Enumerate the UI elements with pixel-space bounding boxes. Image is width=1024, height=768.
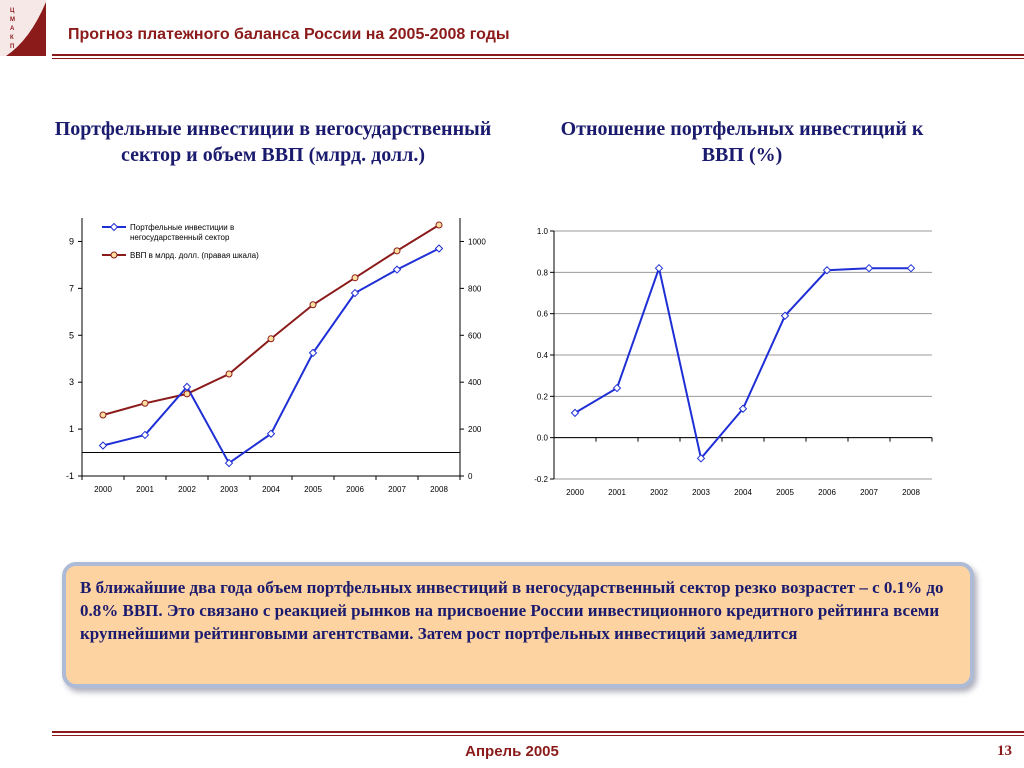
portfolio-gdp-chart: -1 1 3 5 7 9 0 200 400 600 800 1000 2000 2001 2002 2003… xyxy=(66,218,486,494)
x-tick-label: 2001 xyxy=(608,488,626,497)
y-left-tick-label: 9 xyxy=(69,236,74,246)
y-tick-label: 1.0 xyxy=(537,227,549,236)
x-tick-label: 2007 xyxy=(860,488,878,497)
portfolio-point xyxy=(308,348,318,358)
logo-letter: П xyxy=(10,44,14,50)
y-tick-label: 0.8 xyxy=(537,268,549,277)
y-tick-label: 0.4 xyxy=(537,351,549,360)
ratio-point xyxy=(654,263,664,273)
gdp-point xyxy=(99,411,107,419)
portfolio-point xyxy=(266,429,276,438)
series-ratio-line xyxy=(574,264,911,461)
y-left-tick-label: 1 xyxy=(69,424,74,434)
x-tick-label: 2004 xyxy=(734,488,752,497)
x-tick-label: 2008 xyxy=(902,488,920,497)
gdp-point xyxy=(183,390,191,398)
logo-letter: М xyxy=(10,17,15,23)
y-tick-label: -0.2 xyxy=(534,475,548,484)
ratio-point xyxy=(822,266,832,275)
portfolio-point xyxy=(140,430,150,440)
x-tick-label: 2007 xyxy=(388,485,406,494)
right-chart-heading: Отношение портфельных инвестиций к ВВП (… xyxy=(560,118,924,166)
footer-rule xyxy=(52,731,1024,733)
x-tick-label: 2005 xyxy=(304,485,322,494)
gdp-point xyxy=(225,370,233,378)
logo-letter: Ц xyxy=(10,8,15,14)
ratio-point xyxy=(696,454,706,463)
ratio-point xyxy=(612,383,622,393)
portfolio-ratio-chart: -0.2 0.0 0.2 0.4 0.6 0.8 1.0 2000 2001 2002 2003 20… xyxy=(534,227,933,497)
x-tick-label: 2008 xyxy=(430,485,448,494)
ratio-point xyxy=(570,408,580,418)
y-right-tick-label: 200 xyxy=(468,425,482,434)
gdp-point xyxy=(393,247,401,255)
y-left-tick-label: 5 xyxy=(69,330,74,340)
note-text: В ближайшие два года объем портфельных и… xyxy=(80,578,944,643)
page-number: 13 xyxy=(997,743,1012,759)
y-tick-label: 0.2 xyxy=(537,392,549,401)
ratio-point xyxy=(864,263,874,273)
x-tick-label: 2006 xyxy=(346,485,364,494)
x-tick-label: 2000 xyxy=(94,485,112,494)
legend-portfolio-line: негосударственный сектор xyxy=(130,233,230,242)
ratio-point xyxy=(738,404,748,413)
legend-gdp-marker xyxy=(110,251,118,259)
note-box: В ближайшие два года объем портфельных и… xyxy=(62,562,974,688)
x-tick-label: 2002 xyxy=(650,488,668,497)
x-tick-label: 2006 xyxy=(818,488,836,497)
legend-portfolio-label: Портфельные инвестиции в негосударственны… xyxy=(130,223,234,242)
gdp-point xyxy=(435,221,443,229)
y-right-tick-label: 600 xyxy=(468,331,482,340)
header-rule xyxy=(52,54,1024,56)
gdp-point xyxy=(141,399,149,407)
y-right-tick-label: 0 xyxy=(468,472,473,481)
portfolio-point xyxy=(392,265,402,274)
y-right-tick-label: 400 xyxy=(468,378,482,387)
legend-portfolio-marker xyxy=(109,222,119,232)
ratio-point xyxy=(906,263,916,273)
y-tick-label: 0.0 xyxy=(537,434,549,443)
x-tick-label: 2003 xyxy=(692,488,710,497)
portfolio-point xyxy=(224,458,234,468)
portfolio-point xyxy=(434,244,444,253)
legend-portfolio-line: Портфельные инвестиции в xyxy=(130,223,234,232)
portfolio-point xyxy=(98,441,108,450)
logo-letter: А xyxy=(10,26,15,32)
y-left-tick-label: -1 xyxy=(66,471,74,481)
header-rule-thin xyxy=(52,58,1024,59)
footer-rule-thin xyxy=(52,735,1024,736)
portfolio-point xyxy=(350,288,360,298)
y-right-tick-label: 800 xyxy=(468,284,482,293)
gdp-point xyxy=(267,335,275,343)
y-tick-label: 0.6 xyxy=(537,310,549,319)
x-tick-label: 2000 xyxy=(566,488,584,497)
x-tick-label: 2002 xyxy=(178,485,196,494)
x-tick-label: 2005 xyxy=(776,488,794,497)
gdp-point xyxy=(309,301,317,309)
logo-letter: К xyxy=(10,35,14,41)
x-tick-label: 2003 xyxy=(220,485,238,494)
x-tick-label: 2004 xyxy=(262,485,280,494)
left-chart-heading: Портфельные инвестиции в негосударственн… xyxy=(54,118,492,166)
portfolio-point xyxy=(182,382,192,392)
x-tick-label: 2001 xyxy=(136,485,154,494)
y-left-tick-label: 7 xyxy=(69,283,74,293)
ratio-point xyxy=(780,311,790,320)
y-left-tick-label: 3 xyxy=(69,377,74,387)
y-right-tick-label: 1000 xyxy=(468,237,486,246)
footer-date: Апрель 2005 xyxy=(465,743,559,760)
gdp-point xyxy=(351,274,359,282)
slide-title: Прогноз платежного баланса России на 200… xyxy=(68,26,510,43)
legend-gdp-label: ВВП в млрд. долл. (правая шкала) xyxy=(130,251,259,260)
